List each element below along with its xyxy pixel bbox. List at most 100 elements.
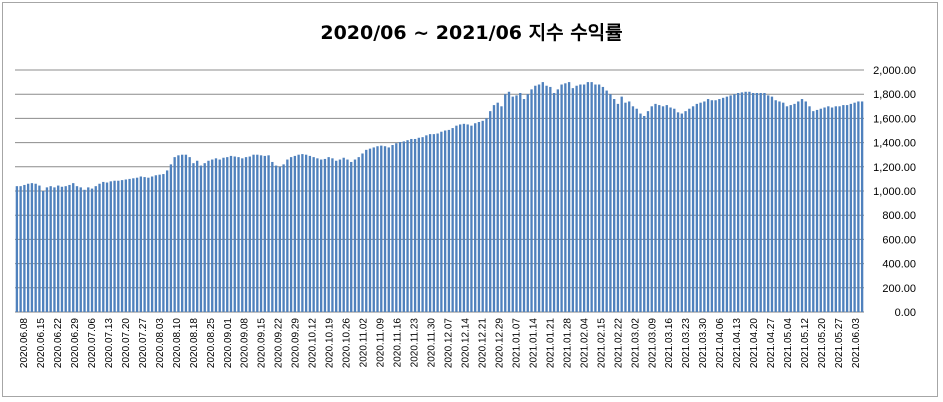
bar: [549, 86, 552, 312]
bar: [834, 106, 837, 312]
bar: [571, 88, 575, 313]
bar: [391, 145, 394, 312]
bar: [177, 155, 180, 312]
bar: [154, 175, 158, 312]
bar: [755, 92, 759, 313]
bar: [192, 163, 195, 312]
bar: [729, 95, 732, 312]
x-tick-label: 2021.01.07: [511, 318, 522, 368]
x-tick-label: 2021.05.12: [800, 318, 811, 368]
x-tick-label: 2020.07.06: [87, 318, 98, 368]
bar: [579, 84, 582, 313]
x-tick-label: 2021.02.04: [579, 318, 590, 368]
bar: [646, 111, 650, 312]
bar: [64, 186, 67, 312]
bar: [117, 180, 120, 312]
bar: [109, 181, 112, 312]
bar: [383, 146, 387, 312]
bar: [38, 185, 41, 312]
x-tick-label: 2021.03.23: [681, 318, 692, 368]
bar: [857, 101, 860, 313]
bar: [19, 186, 22, 312]
bar: [759, 92, 762, 313]
x-tick-label: 2021.04.13: [732, 318, 743, 368]
bar: [128, 178, 131, 312]
bar: [797, 101, 800, 313]
x-tick-label: 2021.03.16: [664, 318, 675, 368]
x-tick-label: 2020.11.30: [427, 318, 438, 368]
bar: [511, 96, 514, 313]
x-tick-label: 2021.01.14: [528, 318, 539, 368]
bar: [752, 92, 755, 313]
bar: [252, 154, 255, 312]
bar: [699, 102, 702, 312]
bar: [368, 148, 372, 312]
bar: [165, 170, 169, 312]
bar: [703, 101, 706, 313]
x-tick-label: 2020.09.01: [223, 318, 234, 368]
bar: [226, 157, 229, 312]
bar: [481, 120, 484, 312]
x-tick-label: 2021.03.30: [698, 318, 709, 368]
x-tick-label: 2021.02.22: [613, 318, 624, 368]
bar: [624, 102, 627, 312]
bar: [492, 105, 496, 312]
x-tick-label: 2020.08.25: [206, 318, 217, 368]
bar: [676, 112, 680, 312]
bar: [507, 91, 511, 312]
bar: [143, 177, 146, 312]
bar: [804, 101, 807, 313]
bar: [590, 82, 593, 312]
x-tick-label: 2020.07.13: [104, 318, 115, 368]
bar: [530, 89, 533, 312]
bar: [785, 106, 789, 312]
bar: [519, 92, 522, 313]
x-tick-label: 2021.04.20: [749, 318, 760, 368]
x-tick-label: 2020.07.27: [138, 318, 149, 368]
y-tick-label: 0.00: [895, 307, 916, 319]
x-tick-label: 2021.05.04: [783, 318, 794, 368]
bar: [830, 107, 834, 312]
bar: [778, 101, 781, 313]
bar: [267, 155, 270, 312]
bar: [304, 154, 308, 312]
x-tick-label: 2021.01.21: [545, 318, 556, 368]
bar: [135, 177, 139, 312]
bar: [661, 106, 665, 312]
bar: [184, 154, 188, 312]
bar: [436, 133, 439, 312]
bar: [650, 106, 653, 312]
bar: [635, 108, 638, 312]
bar: [556, 89, 559, 312]
bar: [567, 82, 571, 312]
bar: [162, 174, 165, 312]
x-tick-label: 2020.06.08: [19, 318, 30, 368]
bar: [402, 141, 405, 312]
bar: [259, 155, 263, 312]
x-tick-label: 2020.08.18: [189, 318, 200, 368]
bar: [263, 155, 266, 312]
bar: [613, 99, 616, 312]
bar: [376, 146, 379, 312]
bar: [808, 106, 811, 312]
bar: [628, 101, 631, 313]
bar: [459, 124, 462, 312]
bar: [447, 129, 451, 312]
bar: [87, 187, 90, 312]
bar: [594, 84, 597, 313]
bar: [90, 188, 94, 312]
bar: [49, 186, 52, 312]
x-tick-label: 2021.03.02: [630, 318, 641, 368]
bar: [42, 191, 45, 312]
x-tick-label: 2020.09.29: [291, 318, 302, 368]
bar: [812, 111, 815, 312]
bar: [466, 124, 469, 312]
bar: [30, 183, 34, 312]
bar: [767, 95, 770, 312]
y-tick-label: 200.00: [882, 283, 916, 295]
bar: [282, 164, 285, 312]
bar: [327, 157, 330, 312]
bar: [53, 187, 56, 312]
bar: [60, 186, 64, 312]
bar: [413, 138, 417, 312]
